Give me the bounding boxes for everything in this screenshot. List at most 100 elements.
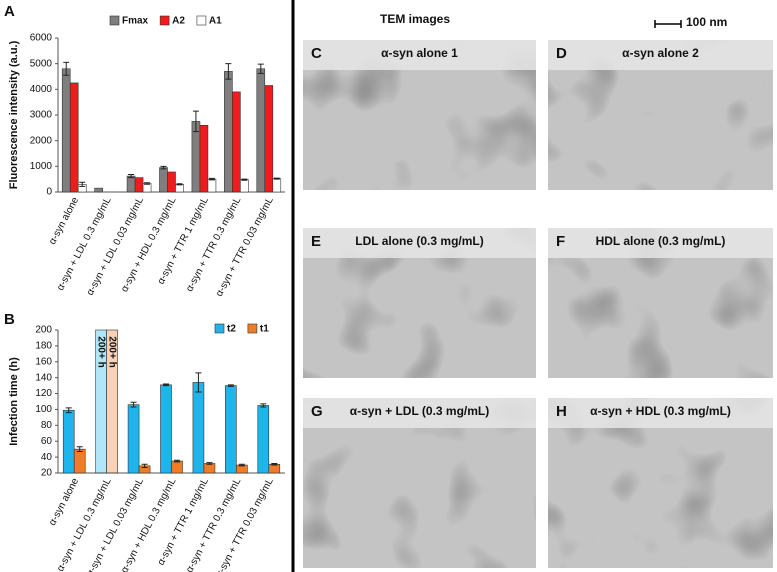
legend-swatch xyxy=(196,15,207,26)
error-bar xyxy=(225,63,232,80)
error-bar xyxy=(257,63,264,74)
x-tick-label: α-syn + TTR 0.03 mg/mL xyxy=(214,476,276,572)
bar xyxy=(160,384,172,474)
y-axis-label: Infection time (h) xyxy=(8,357,20,446)
error-bar xyxy=(144,182,151,185)
bar xyxy=(142,183,152,193)
error-bar xyxy=(141,463,148,468)
x-tick-label: α-syn alone xyxy=(47,195,81,246)
legend-swatch xyxy=(159,15,170,26)
bar xyxy=(199,124,209,193)
error-bar xyxy=(128,174,135,179)
bar xyxy=(203,463,216,474)
bar xyxy=(94,187,103,193)
y-tick-label: 2000 xyxy=(30,135,53,146)
y-axis-label: Fluorescence intensity (a.u.) xyxy=(8,40,20,189)
error-bar xyxy=(271,462,278,466)
error-bar xyxy=(65,407,72,414)
bar xyxy=(224,71,233,193)
legend-swatch xyxy=(247,323,258,334)
error-bar xyxy=(260,403,267,408)
y-tick-label: 20 xyxy=(41,468,53,479)
bar xyxy=(126,175,136,193)
caption-band xyxy=(303,228,536,258)
panel-label: B xyxy=(4,311,15,328)
bar xyxy=(268,463,281,474)
legend-label: Fmax xyxy=(122,16,149,27)
caption-band xyxy=(303,40,536,70)
y-tick-label: 6000 xyxy=(30,33,53,44)
panel-letter: E xyxy=(311,233,321,250)
bar xyxy=(225,385,237,474)
bar xyxy=(240,179,249,193)
x-tick-label: α-syn alone xyxy=(47,476,81,527)
panel-letter: C xyxy=(311,45,322,62)
bar xyxy=(73,448,86,474)
x-tick-label: α-syn + TTR 0.03 mg/mL xyxy=(214,195,276,298)
error-bar xyxy=(174,459,180,463)
bar xyxy=(232,91,241,193)
bar xyxy=(134,177,144,193)
error-bar xyxy=(208,177,215,181)
y-tick-label: 40 xyxy=(41,452,53,463)
bar xyxy=(175,184,184,193)
y-tick-label: 180 xyxy=(35,341,52,352)
bar xyxy=(167,171,176,193)
legend-swatch xyxy=(214,323,225,334)
error-bar xyxy=(227,384,234,387)
error-bar xyxy=(273,177,280,180)
panel-caption: α-syn + HDL (0.3 mg/mL) xyxy=(590,404,731,418)
y-tick-label: 200 xyxy=(35,325,52,336)
error-bar xyxy=(176,183,183,186)
bar xyxy=(69,82,79,193)
error-bar xyxy=(238,463,245,467)
panel-letter: D xyxy=(556,45,567,62)
y-tick-label: 120 xyxy=(35,388,52,399)
error-bar xyxy=(163,383,169,387)
value-label: 200+ h xyxy=(96,336,107,367)
panel-label: A xyxy=(4,3,15,20)
caption-band xyxy=(548,398,773,428)
y-tick-label: 160 xyxy=(35,356,52,367)
caption-band xyxy=(303,398,536,428)
y-tick-label: 5000 xyxy=(30,58,53,69)
caption-band xyxy=(548,40,773,70)
error-bar xyxy=(76,446,83,453)
y-tick-label: 0 xyxy=(46,187,52,198)
y-tick-label: 60 xyxy=(41,436,53,447)
legend-label: t1 xyxy=(260,324,269,335)
value-label: 200+ h xyxy=(107,336,118,367)
error-bar xyxy=(79,181,86,187)
panel-letter: H xyxy=(556,403,567,420)
bar xyxy=(127,404,140,474)
panel-caption: α-syn alone 1 xyxy=(381,46,458,60)
error-bar xyxy=(195,372,202,393)
y-tick-label: 100 xyxy=(35,404,52,415)
panel-letter: G xyxy=(311,403,323,420)
bar xyxy=(62,409,75,474)
error-bar xyxy=(192,110,199,133)
y-tick-label: 140 xyxy=(35,372,52,383)
error-bar xyxy=(63,61,70,76)
y-tick-label: 80 xyxy=(41,420,53,431)
y-tick-label: 4000 xyxy=(30,84,53,95)
panel-caption: HDL alone (0.3 mg/mL) xyxy=(596,234,726,248)
legend-label: A2 xyxy=(172,16,185,27)
bar xyxy=(192,382,205,474)
y-tick-label: 1000 xyxy=(30,161,53,172)
tem-title: TEM images xyxy=(380,12,450,26)
bar xyxy=(171,460,183,474)
bar xyxy=(264,85,274,193)
bar xyxy=(257,405,270,474)
error-bar xyxy=(160,165,167,170)
y-tick-label: 3000 xyxy=(30,110,53,121)
error-bar xyxy=(241,178,248,181)
bar xyxy=(159,167,168,193)
bar xyxy=(61,68,71,193)
scale-label: 100 nm xyxy=(686,15,727,29)
legend-label: A1 xyxy=(209,16,222,27)
panel-letter: F xyxy=(556,233,565,250)
error-bar xyxy=(130,401,137,408)
